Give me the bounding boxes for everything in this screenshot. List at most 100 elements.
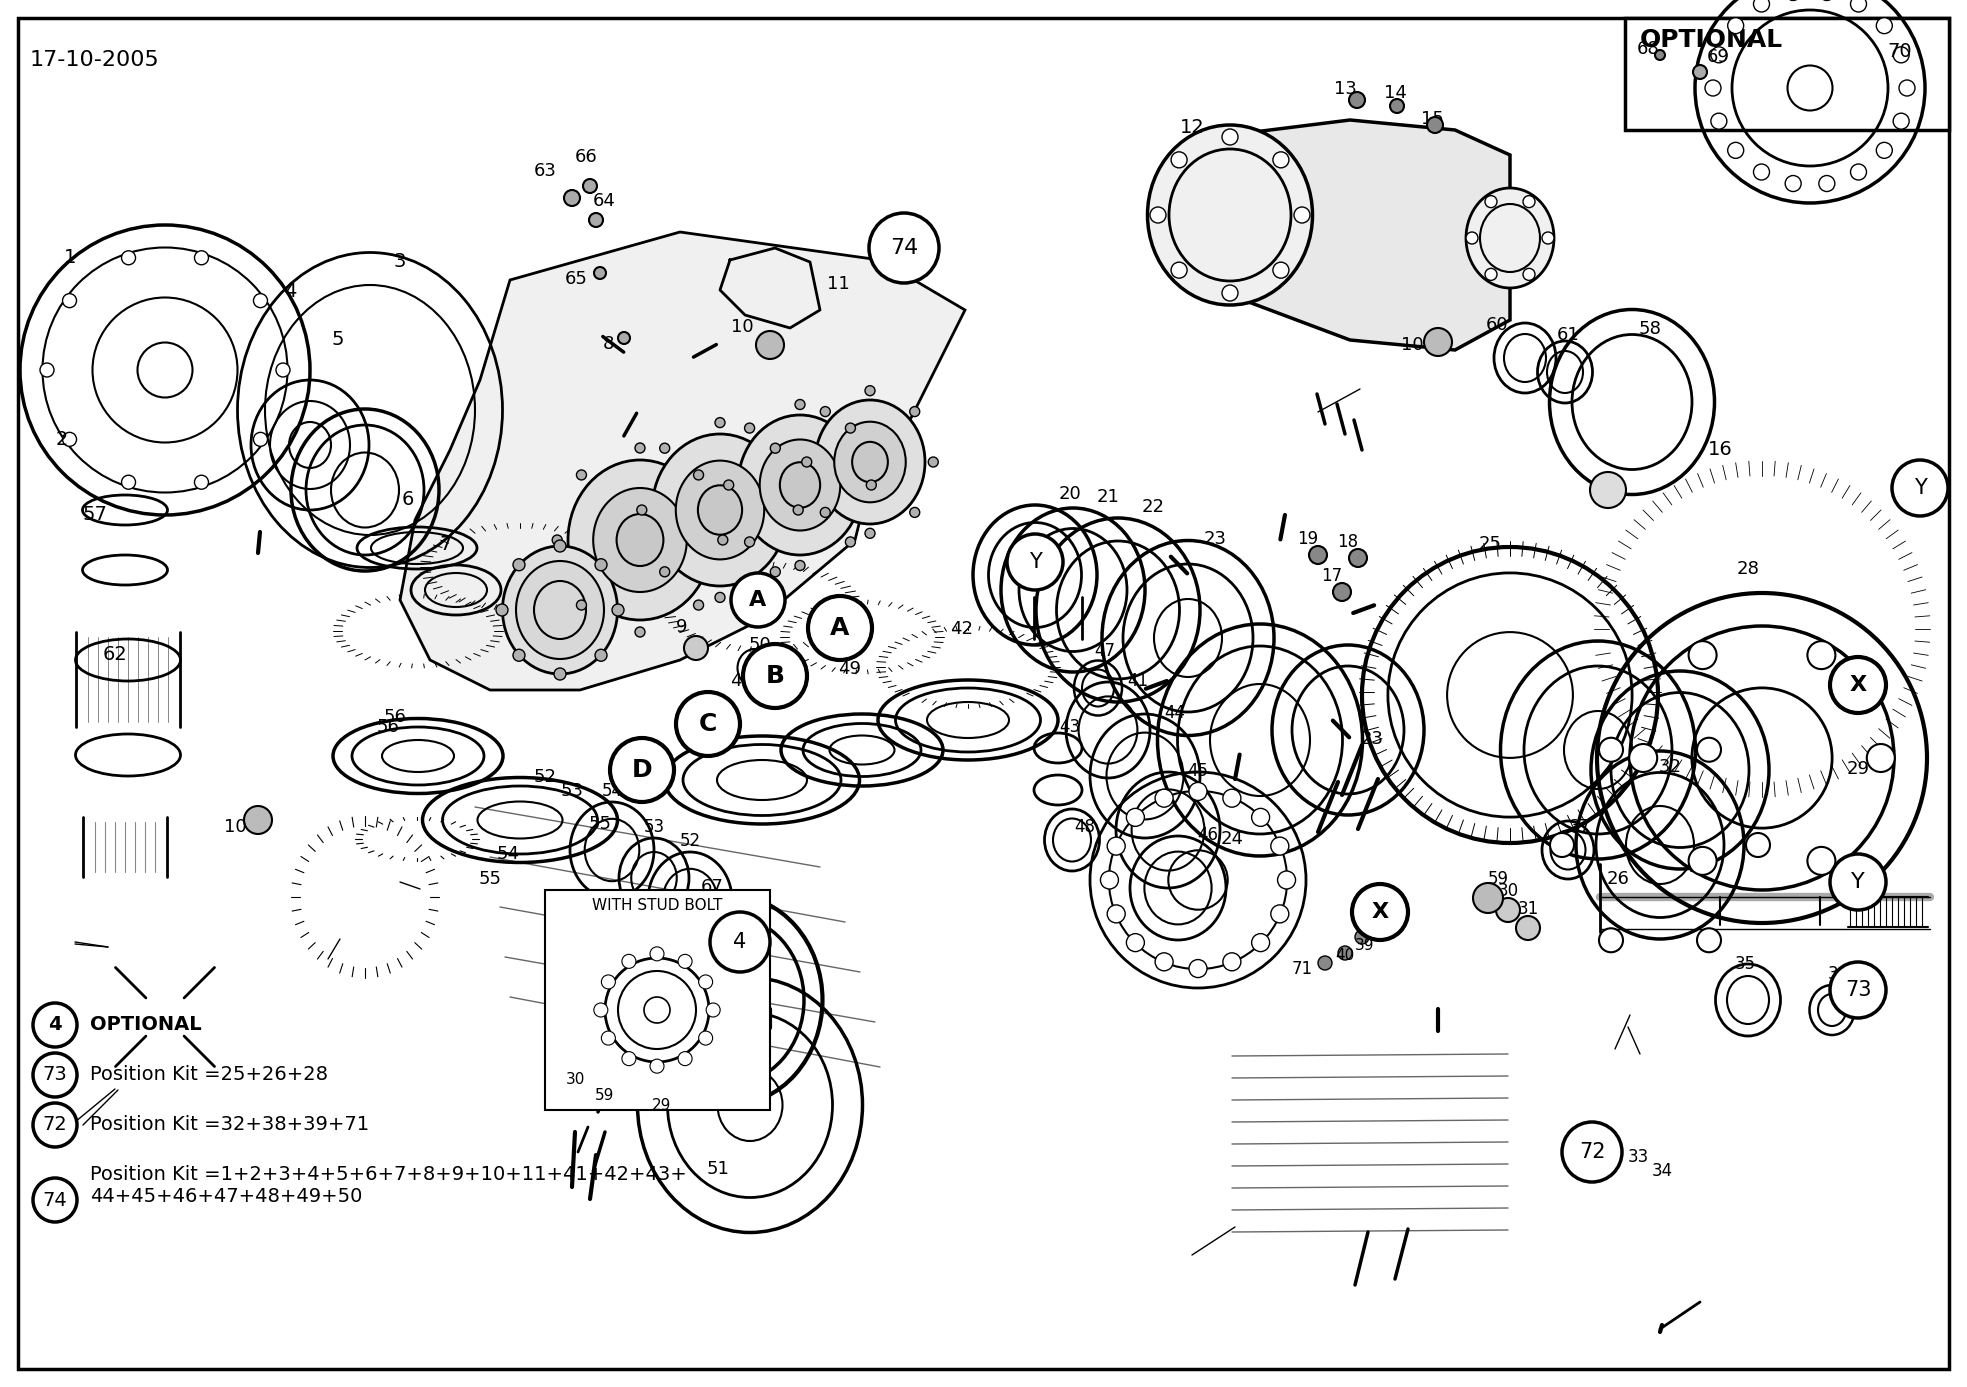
Text: Position Kit =1+2+3+4+5+6+7+8+9+10+11+41+42+43+
44+45+46+47+48+49+50: Position Kit =1+2+3+4+5+6+7+8+9+10+11+41… <box>90 1165 686 1205</box>
Circle shape <box>1829 963 1886 1018</box>
Circle shape <box>1550 834 1574 857</box>
Circle shape <box>1522 196 1534 208</box>
Circle shape <box>1223 789 1241 807</box>
Text: 73: 73 <box>43 1065 67 1085</box>
Circle shape <box>602 975 616 989</box>
Text: 2: 2 <box>55 430 69 449</box>
Circle shape <box>565 190 580 207</box>
Text: 49: 49 <box>838 660 862 678</box>
Circle shape <box>1465 232 1477 244</box>
Text: 31: 31 <box>1517 900 1538 918</box>
Circle shape <box>1542 232 1554 244</box>
Circle shape <box>865 386 875 395</box>
Circle shape <box>714 592 726 602</box>
Circle shape <box>1473 884 1503 913</box>
Text: 22: 22 <box>1141 498 1164 516</box>
Text: 43: 43 <box>1060 718 1080 736</box>
Circle shape <box>649 1060 665 1074</box>
Circle shape <box>576 601 586 610</box>
Circle shape <box>1819 176 1835 191</box>
Ellipse shape <box>759 440 840 530</box>
Circle shape <box>1349 549 1367 567</box>
Circle shape <box>846 423 856 433</box>
Circle shape <box>710 913 769 972</box>
Circle shape <box>1867 743 1894 773</box>
Circle shape <box>39 363 53 377</box>
Text: 24: 24 <box>1220 829 1243 847</box>
Circle shape <box>195 476 209 490</box>
Circle shape <box>1497 897 1520 922</box>
Circle shape <box>1711 114 1727 129</box>
Text: 55: 55 <box>588 816 612 834</box>
Text: 65: 65 <box>565 270 588 288</box>
Circle shape <box>1698 928 1721 953</box>
Circle shape <box>865 480 877 490</box>
Text: 61: 61 <box>1556 326 1580 344</box>
Text: 70: 70 <box>1888 42 1912 61</box>
Circle shape <box>1426 117 1444 133</box>
Circle shape <box>1271 838 1288 856</box>
Circle shape <box>33 1003 77 1047</box>
Circle shape <box>820 406 830 416</box>
Circle shape <box>755 331 785 359</box>
Circle shape <box>771 444 781 454</box>
Ellipse shape <box>677 460 765 559</box>
Circle shape <box>1391 98 1404 112</box>
Circle shape <box>553 535 563 545</box>
Text: Position Kit =32+38+39+71: Position Kit =32+38+39+71 <box>90 1115 370 1135</box>
Text: 56: 56 <box>384 707 407 725</box>
Circle shape <box>1155 789 1172 807</box>
Text: 38: 38 <box>1373 922 1393 938</box>
Circle shape <box>582 179 598 193</box>
Ellipse shape <box>834 422 905 502</box>
Text: 16: 16 <box>1707 440 1733 459</box>
Circle shape <box>1786 176 1802 191</box>
Circle shape <box>637 505 647 515</box>
Text: 5: 5 <box>332 330 344 350</box>
Text: 66: 66 <box>574 148 598 166</box>
Circle shape <box>1829 854 1886 910</box>
Circle shape <box>33 1053 77 1097</box>
Circle shape <box>1517 915 1540 940</box>
Text: 19: 19 <box>1298 530 1318 548</box>
Text: 27: 27 <box>1688 859 1711 877</box>
Circle shape <box>1308 546 1328 565</box>
Circle shape <box>685 637 708 660</box>
Text: 29: 29 <box>653 1099 671 1112</box>
Text: 17-10-2005: 17-10-2005 <box>30 50 159 69</box>
Circle shape <box>803 456 812 467</box>
Text: 23: 23 <box>1361 730 1383 748</box>
Circle shape <box>33 1103 77 1147</box>
Text: 8: 8 <box>602 336 614 354</box>
Circle shape <box>1351 884 1408 940</box>
Text: 13: 13 <box>1334 80 1357 98</box>
Circle shape <box>1273 151 1288 168</box>
Circle shape <box>594 559 608 570</box>
Text: 72: 72 <box>43 1115 67 1135</box>
Circle shape <box>594 268 606 279</box>
Circle shape <box>1898 80 1916 96</box>
Ellipse shape <box>568 460 712 620</box>
Text: 37: 37 <box>1570 818 1591 836</box>
Circle shape <box>732 573 785 627</box>
Circle shape <box>744 644 806 707</box>
Text: 51: 51 <box>706 1160 730 1178</box>
Circle shape <box>1892 47 1910 62</box>
Circle shape <box>1318 956 1332 970</box>
Ellipse shape <box>738 415 862 555</box>
Circle shape <box>122 251 136 265</box>
Text: Position Kit =25+26+28: Position Kit =25+26+28 <box>90 1065 328 1085</box>
Text: 59: 59 <box>1487 870 1509 888</box>
Circle shape <box>1170 151 1188 168</box>
Circle shape <box>63 433 77 447</box>
Bar <box>545 890 769 1110</box>
Text: 59: 59 <box>596 1087 616 1103</box>
Circle shape <box>635 442 645 454</box>
Bar <box>1625 18 1949 130</box>
Circle shape <box>714 417 726 427</box>
Text: B: B <box>765 664 785 688</box>
Circle shape <box>1251 933 1269 951</box>
Circle shape <box>195 251 209 265</box>
Circle shape <box>869 214 938 283</box>
Circle shape <box>618 331 629 344</box>
